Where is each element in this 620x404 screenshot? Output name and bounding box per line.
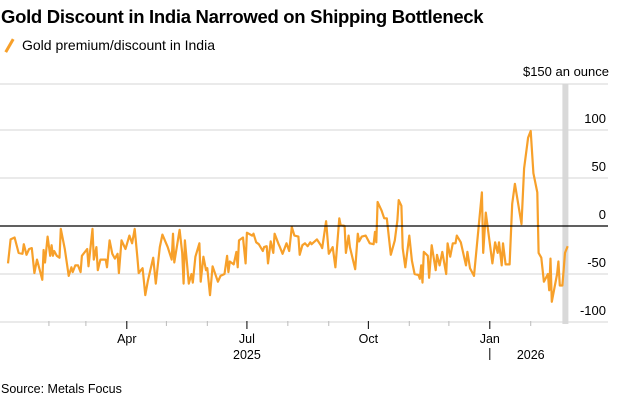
year-label: 2026: [517, 348, 545, 362]
y-tick-label: -100: [580, 303, 606, 318]
legend: Gold premium/discount in India: [4, 37, 215, 53]
y-tick-label: 0: [599, 207, 606, 222]
y-tick-label: 50: [592, 159, 606, 174]
series-line: [6, 129, 569, 303]
legend-label: Gold premium/discount in India: [22, 37, 215, 53]
chart-title: Gold Discount in India Narrowed on Shipp…: [1, 6, 484, 27]
x-tick-label: Apr: [117, 332, 136, 346]
source-note: Source: Metals Focus: [1, 382, 122, 396]
x-tick-label: Jan: [480, 332, 500, 346]
y-tick-label: 100: [584, 111, 606, 126]
year-label: 2025: [233, 348, 261, 362]
shaded-annotation: $150 an ounce: [522, 64, 609, 79]
shaded-band: [562, 84, 569, 324]
x-tick-label: Oct: [359, 332, 379, 346]
y-tick-label: -50: [587, 255, 606, 270]
x-tick-label: Jul: [239, 332, 255, 346]
